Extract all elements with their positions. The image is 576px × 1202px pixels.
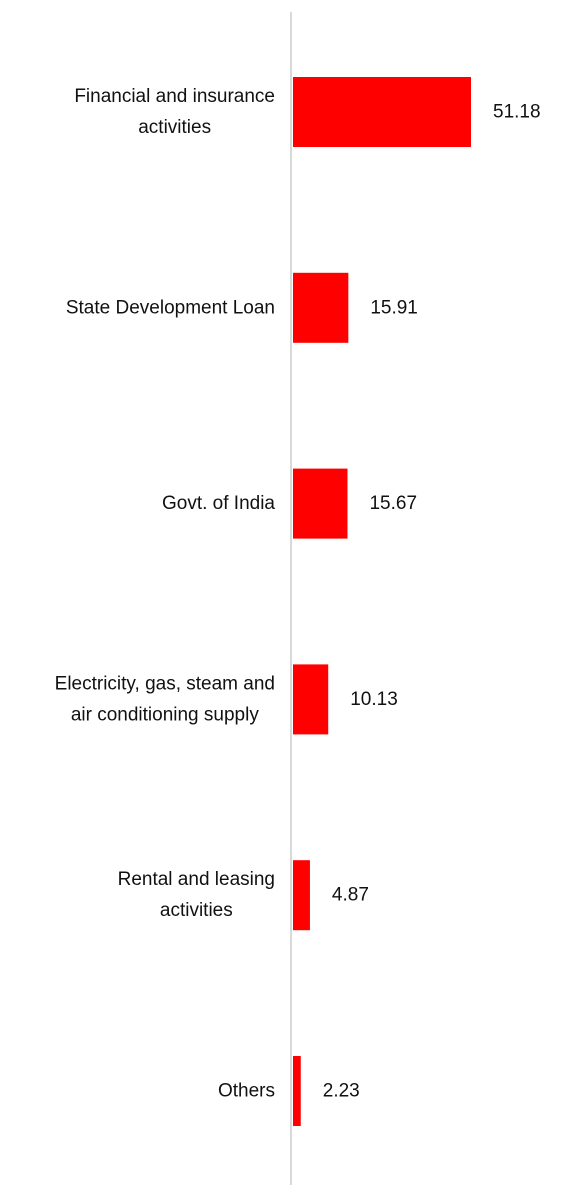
category-label-4: Rental and leasing activities [118, 869, 275, 921]
category-label-line: Govt. of India [162, 493, 275, 514]
category-label-1: State Development Loan [66, 297, 275, 318]
category-label-line: Others [218, 1081, 275, 1102]
value-label-4: 4.87 [332, 885, 369, 906]
category-label-0: Financial and insurance activities [74, 86, 275, 138]
bar-5 [293, 1056, 301, 1126]
value-label-0: 51.18 [493, 102, 541, 123]
category-labels-group: Financial and insurance activities State D… [55, 86, 276, 1102]
category-label-3: Electricity, gas, steam and air condition… [55, 673, 275, 725]
category-label-line: Electricity, gas, steam and [55, 673, 275, 694]
bar-4 [293, 860, 310, 931]
category-label-2: Govt. of India [162, 493, 275, 514]
bars-group [293, 77, 471, 1126]
category-label-line: Financial and insurance [74, 86, 275, 107]
category-label-5: Others [218, 1081, 275, 1102]
bar-0 [293, 77, 471, 147]
category-label-line: activities [138, 117, 211, 138]
value-label-2: 15.67 [369, 493, 417, 514]
category-label-line: air conditioning supply [71, 704, 260, 725]
bar-1 [293, 272, 349, 343]
value-label-3: 10.13 [350, 689, 398, 710]
category-label-line: Rental and leasing [118, 869, 275, 890]
category-label-line: State Development Loan [66, 297, 275, 318]
category-label-line: activities [160, 900, 233, 921]
bar-2 [293, 468, 348, 539]
bar-3 [293, 664, 329, 735]
value-label-1: 15.91 [370, 297, 418, 318]
value-labels-group: 51.18 15.91 15.67 10.13 4.87 2.23 [323, 102, 541, 1102]
value-label-5: 2.23 [323, 1081, 360, 1102]
